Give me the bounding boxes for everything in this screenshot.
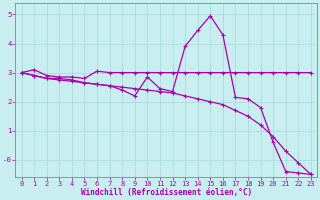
X-axis label: Windchill (Refroidissement éolien,°C): Windchill (Refroidissement éolien,°C) [81, 188, 252, 197]
